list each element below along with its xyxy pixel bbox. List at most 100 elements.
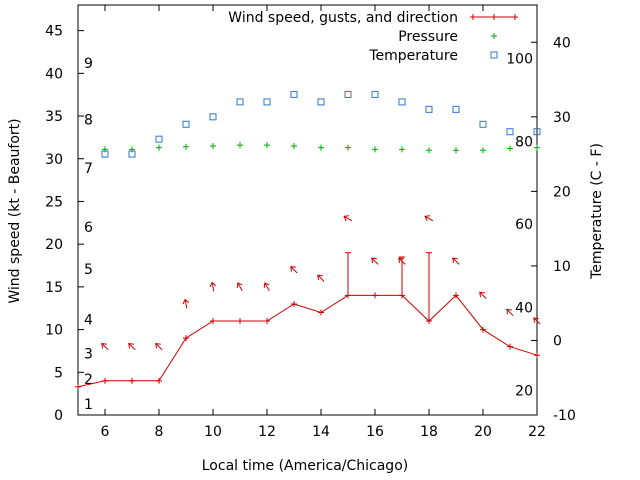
beaufort-label: 5 [84,262,93,278]
wind-direction-arrow [398,257,406,265]
y2-tick-label: 0 [553,333,562,349]
temperature-point [533,128,541,136]
legend-label: Temperature [368,48,458,64]
x-tick-label: 20 [474,424,492,440]
temperature-point [290,90,298,98]
wind-direction-arrow [263,282,270,292]
temperature-point [128,150,136,158]
y2-tick-label: 10 [553,259,571,275]
y2-tick-label: 40 [553,35,571,51]
x-tick-label: 18 [420,424,438,440]
legend-swatch-temperature [490,51,498,59]
wind-speed-point [237,318,243,325]
beaufort-label: 9 [84,56,93,72]
y2-tick-label: 20 [553,184,571,200]
wind-direction-arrow [155,342,163,351]
wind-direction-arrow [236,282,243,292]
wind-direction-arrow [343,215,353,222]
wind-speed-point [264,318,270,325]
wind-direction-arrow [371,257,379,265]
temperature-point [344,90,352,98]
x-tick-label: 12 [258,424,276,440]
legend-label: Wind speed, gusts, and direction [228,10,458,26]
pressure-point [237,142,243,149]
plot-border [77,4,538,416]
x-tick-label: 6 [101,424,110,440]
wind-speed-point [210,318,216,325]
beaufort-label: 8 [84,112,93,128]
wind-speed-point [75,383,81,390]
wind-direction-arrow [317,274,325,282]
y-tick-label: 0 [54,408,63,424]
wind-direction-arrow [182,298,190,309]
wind-direction-arrow [101,342,109,351]
y-tick-label: 35 [45,109,63,125]
temperature-point [182,120,190,128]
fahrenheit-label: 20 [515,383,533,399]
temperature-point [506,128,514,136]
x-tick-label: 8 [155,424,164,440]
x-tick-label: 16 [366,424,384,440]
y-tick-label: 40 [45,66,63,82]
wind-speed-point [480,326,486,333]
pressure-point [156,144,162,151]
pressure-point [318,144,324,151]
wind-direction-arrow [506,308,514,317]
temperature-point [371,90,379,98]
axes: 6 8 10 12 14 16 18 20 22051015202530354045-10010… [45,4,576,440]
wind-direction-arrow [128,342,136,351]
beaufort-label: 3 [84,347,93,363]
x-axis-label: Local time (America/Chicago) [202,458,408,474]
temperature-point [155,135,163,143]
fahrenheit-label: 40 [515,301,533,317]
temperature-point [425,105,433,113]
pressure-point [426,147,432,154]
legend-swatch-wind-point-left [470,14,476,20]
x-tick-label: 22 [528,424,546,440]
temperature-point [317,98,325,106]
pressure-point [183,143,189,150]
legend: Wind speed, gusts, and direction Pressure… [228,10,518,64]
wind-direction-arrow [479,291,487,299]
wind-speed-point [183,335,189,342]
beaufort-label: 1 [84,397,93,413]
beaufort-label: 4 [84,312,93,328]
temperature-point [263,98,271,106]
temperature-point [101,150,109,158]
pressure-point [372,146,378,153]
legend-label: Pressure [398,29,458,45]
y-axis-label: Wind speed (kt - Beaufort) [7,118,23,303]
pressure-point [210,142,216,149]
x-tick-label: 10 [204,424,222,440]
wind-direction-arrow [424,215,434,222]
temperature-point [398,98,406,106]
pressure-point [453,147,459,154]
series [75,90,541,390]
fahrenheit-label: 100 [506,52,533,68]
y-tick-label: 30 [45,152,63,168]
wind-speed-line [77,294,538,388]
wind-speed-point [534,352,540,359]
y2-tick-label: -10 [553,408,576,424]
beaufort-label: 7 [84,161,93,177]
wind-speed-point [129,377,135,384]
beaufort-label: 2 [84,372,93,388]
y-tick-label: 20 [45,237,63,253]
wind-speed-point [372,292,378,299]
legend-swatch-pressure [491,33,497,39]
y-tick-label: 45 [45,24,63,40]
wind-direction-arrow [209,281,217,292]
pressure-point [345,144,351,151]
pressure-point [291,142,297,149]
temperature-point [209,113,217,121]
wind-direction-arrow [290,266,298,274]
y-tick-label: 15 [45,280,63,296]
beaufort-label: 6 [84,220,93,236]
axis-labels: Local time (America/Chicago) Wind speed … [7,118,605,474]
wind-speed-point [291,300,297,307]
pressure-point [480,147,486,154]
pressure-point [534,144,540,151]
wind-speed-point [453,292,459,299]
pressure-point [264,142,270,149]
